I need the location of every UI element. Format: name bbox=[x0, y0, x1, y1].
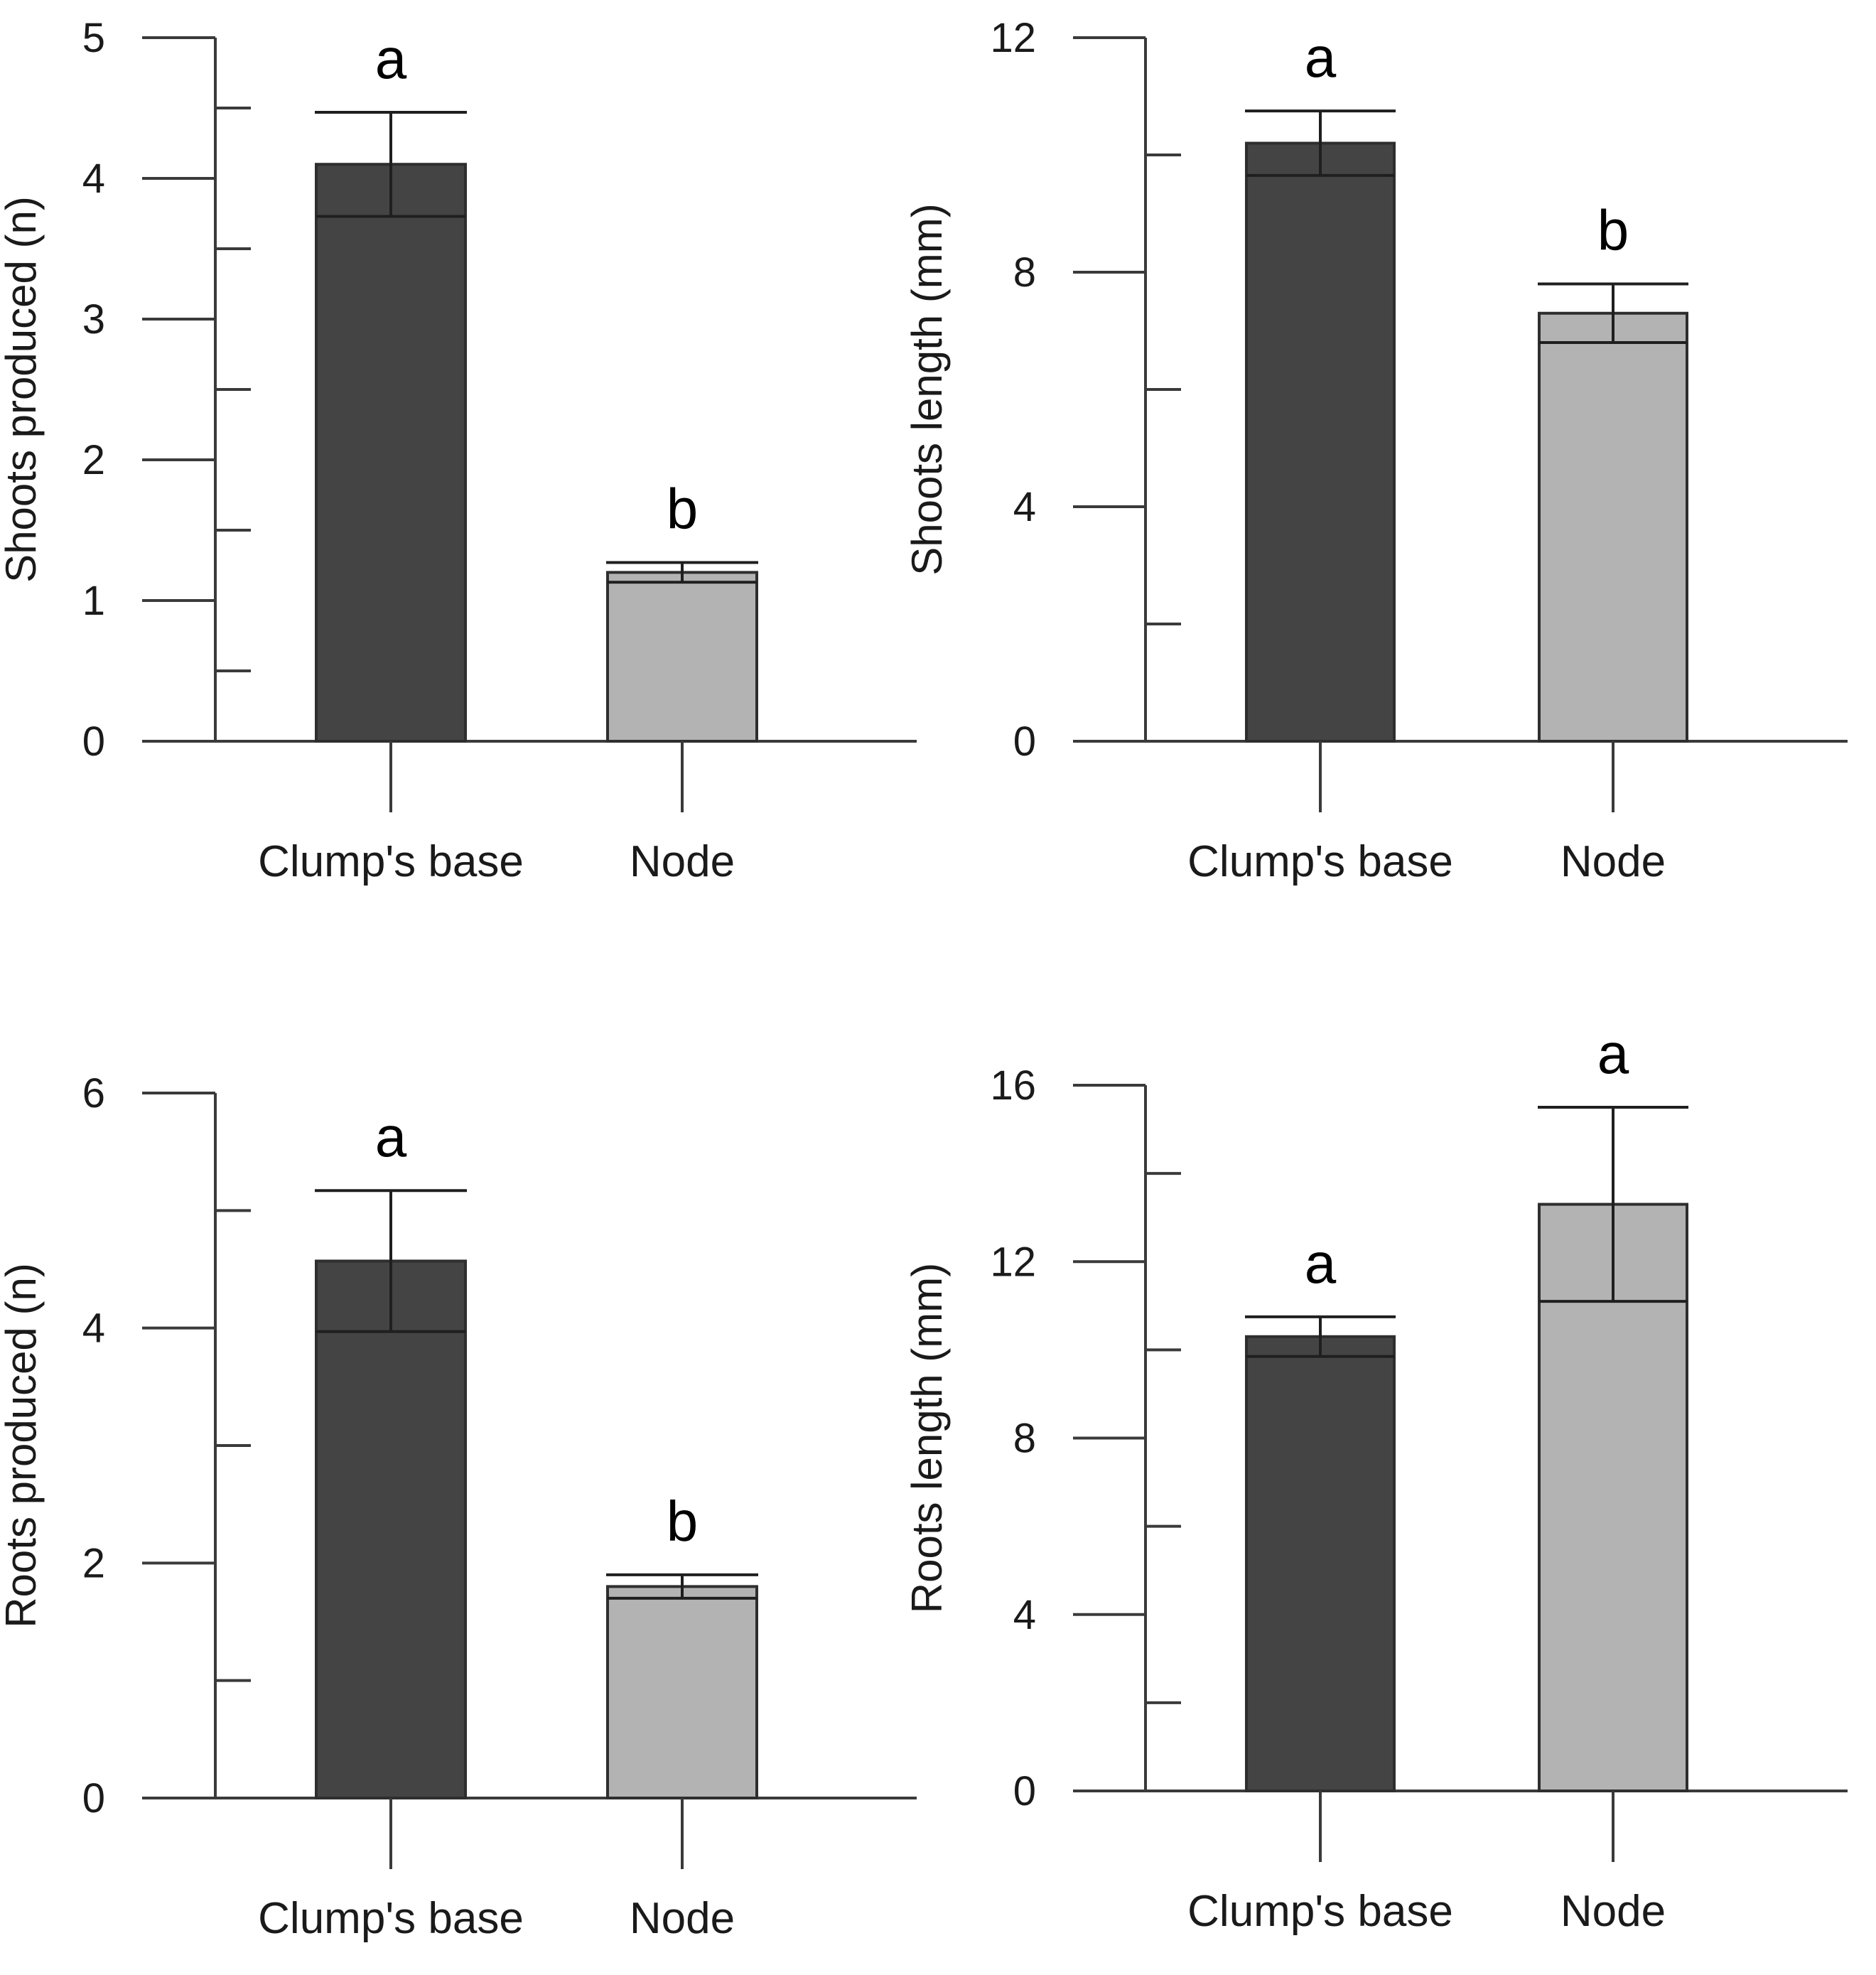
x-category-label: Clump's base bbox=[258, 837, 524, 886]
y-tick-label: 4 bbox=[1013, 484, 1036, 530]
chart-panel-3: 0 2 4 6 Roots produced (n) Clump's base a Node b bbox=[0, 1070, 917, 1943]
y-tick-label: 16 bbox=[990, 1062, 1036, 1109]
y-tick-label: 5 bbox=[82, 15, 105, 61]
y-axis-title: Shoots length (mm) bbox=[903, 203, 951, 576]
significance-letter: a bbox=[375, 1105, 407, 1168]
chart-panel-1: 0 1 2 3 4 5 Shoots produced (n) Clump's base a No… bbox=[0, 15, 917, 886]
y-tick-label: 0 bbox=[1013, 1768, 1036, 1814]
y-tick-label: 8 bbox=[1013, 1416, 1036, 1462]
significance-letter: b bbox=[1597, 199, 1629, 262]
chart-panel-4: 0 4 8 12 16 Roots length (mm) Clump's base a Nod… bbox=[903, 1022, 1848, 1936]
y-tick-label: 0 bbox=[82, 1775, 105, 1821]
x-category-label: Node bbox=[630, 1894, 735, 1943]
bar bbox=[1538, 311, 1688, 743]
significance-letter: a bbox=[1305, 26, 1337, 89]
y-axis-title: Shoots produced (n) bbox=[0, 196, 45, 583]
x-category-label: Node bbox=[630, 837, 735, 886]
y-tick-label: 3 bbox=[82, 296, 105, 343]
x-category-label: Clump's base bbox=[1187, 837, 1453, 886]
x-category-label: Clump's base bbox=[258, 1894, 524, 1943]
bar bbox=[606, 1585, 758, 1799]
y-tick-label: 12 bbox=[990, 1239, 1036, 1285]
y-tick-label: 0 bbox=[1013, 719, 1036, 765]
bar bbox=[315, 163, 467, 743]
y-tick-label: 2 bbox=[82, 1540, 105, 1586]
significance-letter: a bbox=[1597, 1022, 1629, 1085]
y-tick-label: 12 bbox=[990, 15, 1036, 61]
bar bbox=[1245, 141, 1396, 743]
x-category-label: Node bbox=[1560, 1887, 1666, 1936]
y-tick-label: 4 bbox=[82, 1306, 105, 1352]
significance-letter: a bbox=[375, 27, 407, 90]
significance-letter: b bbox=[667, 478, 699, 541]
y-tick-label: 4 bbox=[82, 156, 105, 202]
y-tick-label: 0 bbox=[82, 719, 105, 765]
y-axis-title: Roots produced (n) bbox=[0, 1263, 45, 1628]
y-axis-title: Roots length (mm) bbox=[903, 1263, 951, 1613]
y-tick-label: 4 bbox=[1013, 1592, 1036, 1638]
y-tick-label: 6 bbox=[82, 1070, 105, 1116]
x-category-label: Node bbox=[1560, 837, 1666, 886]
bar bbox=[606, 571, 758, 743]
x-category-label: Clump's base bbox=[1187, 1887, 1453, 1936]
y-tick-label: 8 bbox=[1013, 249, 1036, 296]
bar bbox=[315, 1259, 467, 1799]
chart-panel-2: 0 4 8 12 Shoots length (mm) Clump's base a Node… bbox=[903, 15, 1848, 886]
bar bbox=[1245, 1335, 1396, 1792]
y-tick-label: 2 bbox=[82, 437, 105, 483]
significance-letter: b bbox=[667, 1490, 699, 1553]
y-tick-label: 1 bbox=[82, 578, 105, 624]
significance-letter: a bbox=[1305, 1232, 1337, 1295]
